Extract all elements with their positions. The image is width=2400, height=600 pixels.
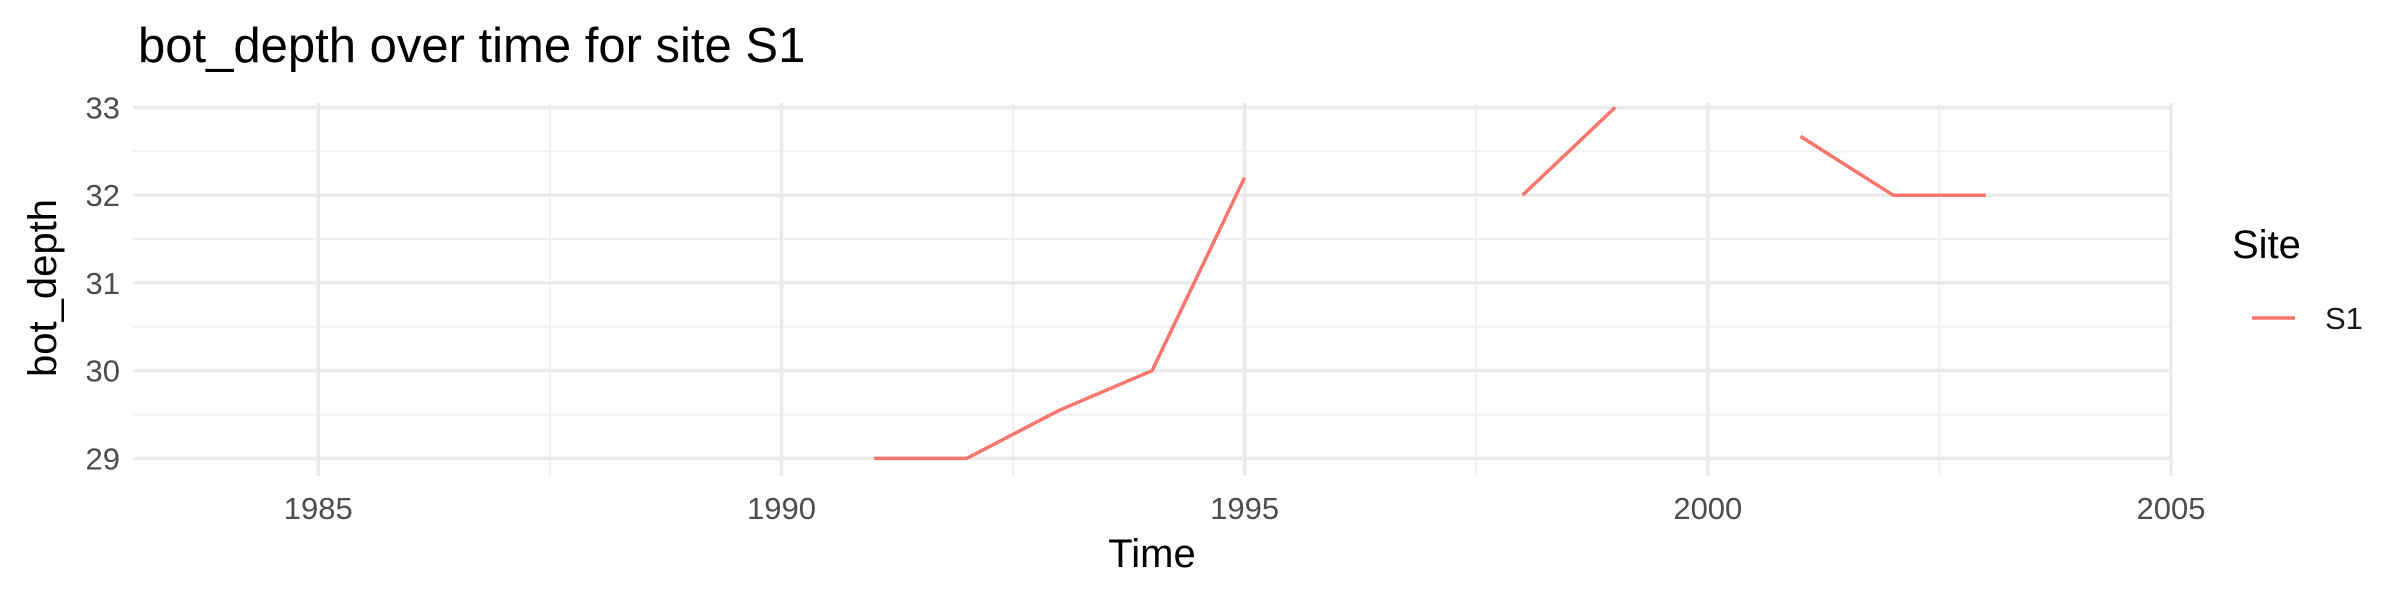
- y-tick-label: 32: [86, 178, 120, 213]
- y-tick-label: 29: [86, 441, 120, 476]
- y-axis-title: bot_depth: [21, 199, 65, 377]
- x-axis-title: Time: [1108, 532, 1195, 576]
- series-layer: [874, 106, 1986, 461]
- x-axis-ticks: 1985 1990 1995 2000 2005: [284, 491, 2206, 526]
- series-line-s1: [1799, 134, 1986, 197]
- legend-title: Site: [2232, 223, 2301, 267]
- series-line-s1: [874, 176, 1247, 461]
- legend-items: S1: [2252, 301, 2363, 336]
- y-tick-label: 33: [86, 90, 120, 125]
- x-tick-label: 1985: [284, 491, 353, 526]
- series-line-s1: [1521, 106, 1617, 197]
- x-tick-label: 2000: [1673, 491, 1742, 526]
- legend-label-s1: S1: [2325, 301, 2363, 336]
- x-tick-label: 2005: [2137, 491, 2206, 526]
- legend: Site S1: [2232, 223, 2363, 336]
- x-tick-label: 1995: [1210, 491, 1279, 526]
- grid-major: [133, 103, 2173, 476]
- x-tick-label: 1990: [747, 491, 816, 526]
- y-axis-ticks: 29 30 31 32 33: [86, 90, 120, 476]
- y-tick-label: 31: [86, 266, 120, 301]
- chart-title: bot_depth over time for site S1: [138, 19, 805, 73]
- grid-minor: [133, 103, 2171, 476]
- y-tick-label: 30: [86, 354, 120, 389]
